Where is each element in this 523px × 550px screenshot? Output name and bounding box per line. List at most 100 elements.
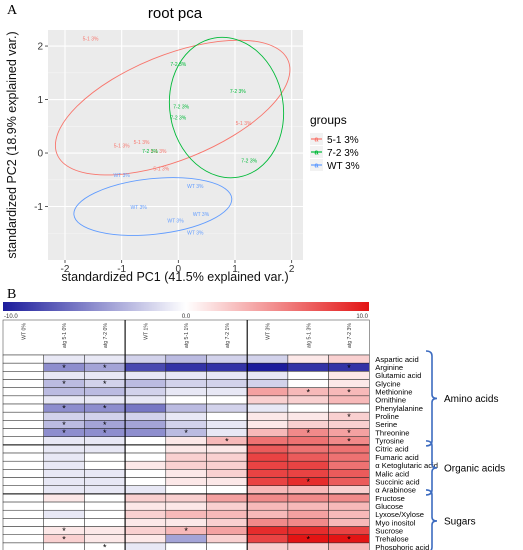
heatmap-scale-mid-label: 0.0 (182, 314, 191, 320)
heatmap-cell (328, 469, 370, 478)
heatmap-cell (165, 469, 207, 478)
heatmap-cell (124, 460, 167, 470)
heatmap-cell (124, 387, 167, 397)
heatmap-row-label-threonine: Threonine (375, 428, 409, 437)
heatmap-cell (2, 493, 44, 503)
heatmap-cell (206, 371, 248, 380)
pca-legend-label-7-2-3: 7-2 3% (327, 148, 359, 159)
pca-point-7-2-3: 7-2 3% (241, 159, 257, 165)
heatmap-cell (165, 379, 207, 388)
heatmap-cell (43, 460, 85, 470)
heatmap-group-brackets: Amino acids Organic acids Sugars (425, 350, 505, 550)
heatmap-cell (287, 362, 329, 372)
heatmap-cell (2, 485, 44, 495)
pca-point-wt-3: WT 3% (193, 212, 210, 218)
heatmap-cell (246, 411, 289, 421)
pca-point-7-2-3: 7-2 3% (170, 62, 186, 68)
heatmap-cell (246, 403, 289, 413)
pca-point-7-2-3: 7-2 3% (142, 149, 158, 155)
pca-point-wt-3: WT 3% (167, 219, 184, 225)
heatmap-cell (124, 493, 167, 503)
heatmap-cell (124, 362, 167, 372)
heatmap-cell (165, 452, 207, 462)
heatmap-cell (165, 411, 207, 421)
heatmap-row-label-myo-inositol: Myo inositol (375, 518, 415, 527)
heatmap-cell (165, 444, 207, 454)
heatmap-cell (206, 469, 248, 478)
heatmap-cell (287, 501, 329, 511)
heatmap-cell (246, 493, 289, 503)
heatmap-cell (206, 379, 248, 388)
heatmap-significance-star: * (62, 379, 66, 389)
heatmap-column-label-wt-1: WT 1% (143, 323, 149, 340)
heatmap-cell (246, 518, 289, 527)
heatmap-cell (84, 460, 126, 470)
heatmap-cell (2, 501, 44, 511)
pca-title: root pca (148, 5, 203, 22)
pca-point-7-2-3: 7-2 3% (173, 105, 189, 111)
pca-legend-label-wt-3: WT 3% (327, 161, 360, 172)
pca-x-axis-label: standardized PC1 (41.5% explained var.) (61, 270, 288, 284)
heatmap-significance-marks: * * ** ** ** *** ** * * * ** *** ** * ** (62, 363, 351, 550)
heatmap-cell (287, 518, 329, 527)
heatmap-row-label-phosphoric-acid: Phosphoric acid (375, 543, 429, 550)
heatmap-row-label-aspartic-acid: Aspartic acid (375, 355, 418, 364)
heatmap-cell (124, 428, 167, 437)
heatmap-cell (165, 403, 207, 413)
pca-tick-label-x: 2 (289, 264, 295, 275)
pca-legend: groups a 5-1 3% a 7-2 3% a WT 3% (310, 113, 360, 172)
heatmap-cell (124, 509, 167, 519)
heatmap-row-label-glutamic-acid: Glutamic acid (375, 371, 421, 380)
heatmap-bracket-sugars (425, 489, 438, 550)
heatmap-cell (124, 452, 167, 462)
pca-point-5-1-3: 5-1 3% (114, 144, 130, 150)
heatmap-cell (206, 460, 248, 470)
heatmap-cell (206, 477, 248, 486)
heatmap-cell (84, 452, 126, 462)
heatmap-cell (124, 371, 167, 380)
heatmap-cell (2, 534, 44, 544)
heatmap-cell (287, 371, 329, 380)
heatmap-cell (246, 379, 289, 388)
heatmap-significance-star: * (103, 379, 107, 389)
heatmap-cell (246, 452, 289, 462)
heatmap-significance-star: * (62, 404, 66, 414)
heatmap-cell (246, 477, 289, 486)
heatmap-cell (84, 526, 126, 535)
heatmap-cell (206, 387, 248, 397)
pca-legend-label-5-1-3: 5-1 3% (327, 135, 359, 146)
pca-point-wt-3: WT 3% (131, 205, 148, 211)
heatmap-cell (124, 534, 167, 544)
heatmap-column-label-atg-5-1-1: atg 5-1 1% (184, 323, 190, 348)
heatmap-scale-bar (3, 302, 369, 311)
heatmap-significance-star: * (347, 387, 351, 397)
heatmap-cell (2, 387, 44, 397)
heatmap-cell (165, 477, 207, 486)
heatmap-cells (2, 320, 370, 550)
heatmap-cell (246, 436, 289, 446)
heatmap-cell (84, 469, 126, 478)
heatmap-significance-star: * (306, 477, 310, 487)
pca-point-7-2-3: 7-2 3% (170, 115, 186, 121)
heatmap-cell (246, 485, 289, 495)
heatmap-cell (124, 420, 167, 429)
pca-point-5-1-3: 5-1 3% (236, 121, 252, 127)
heatmap-row-label-phenylalanine: Phenylalanine (375, 404, 423, 413)
heatmap-cell (287, 411, 329, 421)
heatmap-row-label-trehalose: Trehalose (375, 535, 409, 544)
pca-point-wt-3: WT 3% (114, 173, 131, 179)
heatmap-significance-star: * (306, 387, 310, 397)
heatmap-cell (287, 452, 329, 462)
heatmap-color-scale: -10.0 0.0 10.0 (3, 302, 369, 320)
heatmap-cell (2, 452, 44, 462)
heatmap-row-label-ketoglutaric-acid: α Ketoglutaric acid (375, 461, 438, 470)
pca-plot-background (48, 30, 303, 260)
heatmap-significance-star: * (103, 543, 107, 550)
heatmap-significance-star: * (103, 428, 107, 438)
heatmap-group-label-organic-acids: Organic acids (444, 463, 505, 474)
pca-point-7-2-3: 7-2 3% (230, 89, 246, 95)
heatmap-cell (2, 542, 44, 550)
heatmap-column-label-atg-5-1-0: atg 5-1 0% (62, 323, 68, 348)
